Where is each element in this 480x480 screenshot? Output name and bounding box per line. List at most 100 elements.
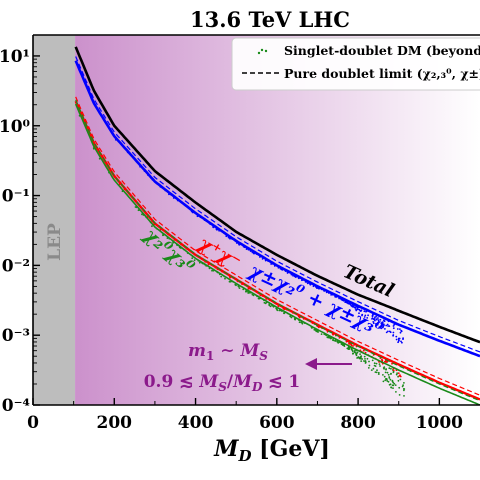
scatter-point [370, 369, 373, 371]
y-tick-label: 10⁰ [0, 117, 30, 137]
scatter-point [362, 349, 365, 352]
scatter-point [392, 387, 394, 389]
scatter-point [388, 325, 391, 327]
scatter-point [371, 359, 374, 362]
scatter-point [374, 371, 377, 373]
x-tick-label: 200 [97, 413, 133, 433]
scatter-point [399, 378, 402, 381]
note-arrowhead [305, 358, 317, 370]
scatter-point [384, 361, 387, 363]
scatter-point [388, 330, 391, 333]
scatter-point [351, 350, 354, 353]
y-tick-label: 10¹ [0, 47, 30, 67]
scatter-point [276, 309, 279, 312]
scatter-point [371, 318, 373, 320]
scatter-point [395, 335, 398, 338]
scatter-point [372, 367, 375, 370]
scatter-point [379, 365, 381, 367]
note-line-1: m1 ∼ MS [188, 341, 268, 363]
scatter-point [268, 303, 271, 306]
scatter-point [349, 303, 352, 306]
x-tick-label: 600 [259, 413, 295, 433]
legend-scatter-marker [264, 49, 268, 53]
scatter-point [364, 361, 367, 364]
chart-title: 13.6 TeV LHC [190, 7, 350, 32]
scatter-point [356, 357, 358, 359]
scatter-point [396, 372, 398, 375]
scatter-point [381, 321, 384, 323]
curves [74, 46, 480, 405]
scatter-point [382, 374, 384, 376]
x-tick-label: 800 [340, 413, 376, 433]
x-tick-label: 0 [27, 413, 39, 433]
scatter-point [224, 277, 226, 280]
legend-scatter-marker [260, 48, 264, 52]
axis-ticks: 0 200 400 600 800 1000 10¹ 10⁰ 10⁻¹ 10⁻² 10⁻³ 10⁻⁴ [0, 47, 463, 433]
scatter-point [398, 375, 401, 377]
scatter-point [344, 301, 347, 303]
series-curve [74, 103, 480, 405]
dashed-limit-curve [75, 96, 480, 396]
x-axis-label: MD [GeV] [213, 436, 330, 465]
scatter-point [403, 389, 405, 392]
scatter-point [377, 319, 380, 322]
scatter-point [367, 314, 369, 317]
scatter-point [375, 362, 378, 365]
scatter-point [193, 259, 196, 262]
y-tick-label: 10⁻² [0, 256, 30, 276]
scatter-point [392, 370, 395, 373]
scatter-point [400, 340, 402, 343]
scatter-point [392, 334, 395, 336]
scatter-point [366, 357, 369, 360]
scatter-point [385, 368, 387, 371]
scatter-point [359, 310, 362, 312]
scatter-point [359, 356, 362, 358]
scatter-point [390, 367, 392, 370]
scatter-point [388, 383, 391, 386]
scatter-point [384, 371, 387, 374]
scatter-point [393, 323, 396, 326]
scatter-point [298, 321, 301, 324]
scatter-point [390, 386, 393, 389]
scatter-point [392, 369, 395, 372]
scatter-point [395, 391, 397, 393]
scatter-point [391, 384, 394, 387]
scatter-point [375, 318, 378, 321]
scatter-point [376, 323, 379, 326]
scatter-point [384, 328, 386, 330]
legend-scatter-label: Singlet-doublet DM (beyond [284, 43, 480, 58]
scatter-point [151, 225, 153, 228]
scatter-point [377, 317, 379, 319]
scatter-point [353, 350, 356, 352]
scatter-point [387, 373, 390, 376]
scatter-point [364, 314, 367, 317]
scatter-point [403, 382, 405, 384]
scatter-point [386, 323, 389, 326]
scatter-point [389, 378, 392, 381]
scatter-point [392, 331, 395, 334]
scatter-point [398, 337, 401, 340]
scatter-point [403, 395, 405, 397]
scatter-point [332, 339, 335, 342]
scatter-point [361, 358, 364, 360]
scatter-point [301, 322, 304, 325]
dashed-limit-curve [75, 99, 480, 402]
scatter-point [352, 352, 354, 355]
scatter-point [355, 354, 358, 357]
scatter-point [385, 378, 388, 380]
scatter-point [234, 283, 237, 286]
x-tick-label: 1000 [416, 413, 463, 433]
scatter-point [388, 376, 391, 378]
scatter-point [399, 375, 402, 378]
scatter-point [380, 327, 383, 330]
scatter-point [400, 330, 403, 333]
scatter-point [352, 345, 354, 347]
scatter-point [372, 321, 375, 323]
scatter-point [134, 206, 137, 208]
scatter-point [397, 372, 400, 375]
legend-line-label: Pure doublet limit (χ₂,₃⁰, χ±) [284, 66, 480, 81]
legend-box [231, 37, 480, 91]
scatter-point [368, 360, 370, 363]
scatter-point [363, 360, 365, 362]
